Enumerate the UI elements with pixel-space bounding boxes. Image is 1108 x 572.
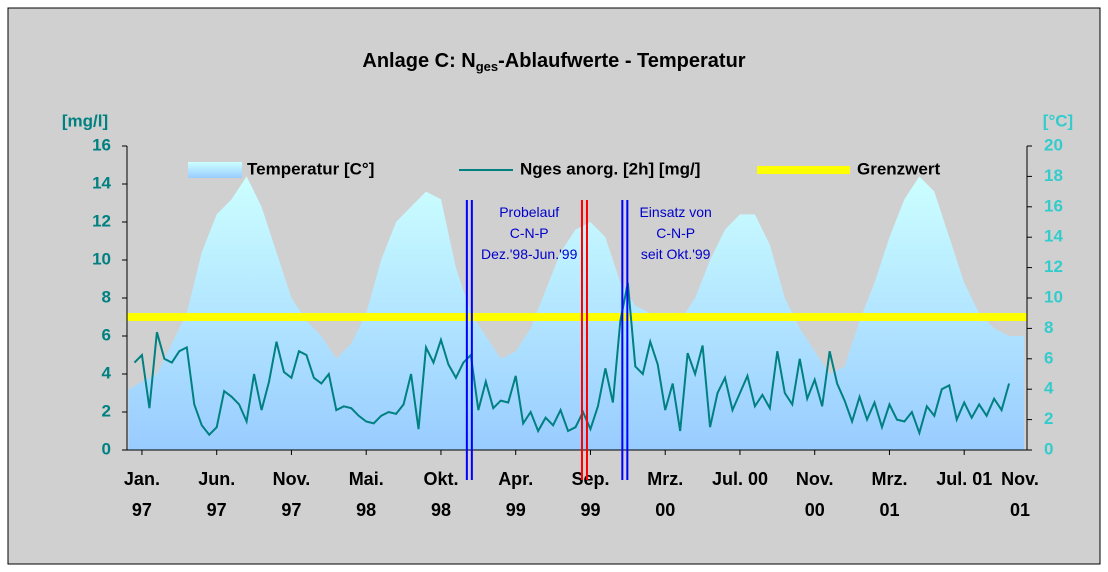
- x-tick-label: Apr. 99: [498, 469, 533, 520]
- y2-tick-label: 14: [1044, 227, 1063, 246]
- title-part: -Ablaufwerte - Temperatur: [498, 50, 746, 72]
- x-tick-label-line: 01: [1010, 500, 1030, 520]
- x-tick-label: Okt. 98: [423, 469, 458, 520]
- x-tick-label-line: Nov.: [1001, 469, 1039, 489]
- legend-label: Nges anorg. [2h] [mg/]: [520, 159, 700, 178]
- x-tick-label-line: 99: [506, 500, 526, 520]
- x-tick-label-line: Jul. 00: [712, 469, 768, 489]
- x-tick-label-line: Mrz.: [647, 469, 683, 489]
- x-tick-label-line: Jan.: [124, 469, 160, 489]
- annotation-line: seit Okt.'99: [641, 246, 711, 262]
- annotation-line: Probelauf: [499, 204, 559, 220]
- y2-axis-label: [°C]: [1043, 111, 1073, 130]
- y2-tick-label: 0: [1044, 439, 1053, 458]
- y-tick-label: 2: [102, 401, 111, 420]
- x-tick-label: Nov. 01: [1001, 469, 1039, 520]
- x-tick-label: Nov. 97: [273, 469, 311, 520]
- x-tick-label-line: 98: [431, 500, 451, 520]
- title-sub: ges: [476, 59, 498, 74]
- annotation: Probelauf C-N-P Dez.'98-Jun.'99: [481, 204, 578, 262]
- x-tick-label: Jul. 01: [936, 469, 992, 489]
- x-tick-label-line: 00: [805, 500, 825, 520]
- x-tick-label: Mrz. 01: [871, 469, 907, 520]
- y-tick-label: 8: [102, 287, 111, 306]
- annotation-line: Dez.'98-Jun.'99: [481, 246, 578, 262]
- x-tick-label-line: Sep.: [571, 469, 609, 489]
- x-tick-label: Jan. 97: [124, 469, 160, 520]
- x-tick-label-line: 99: [580, 500, 600, 520]
- x-tick-label: Mai. 98: [349, 469, 384, 520]
- legend-label: Temperatur [C°]: [247, 159, 374, 178]
- x-tick-label-line: Nov.: [796, 469, 834, 489]
- annotation-line: Einsatz von: [639, 204, 711, 220]
- x-tick-label-line: 97: [132, 500, 152, 520]
- y-tick-label: 0: [102, 439, 111, 458]
- y-tick-label: 14: [92, 173, 111, 192]
- x-tick-label: Mrz. 00: [647, 469, 683, 520]
- y-axis-label: [mg/l]: [62, 111, 108, 130]
- x-tick-label-line: Nov.: [273, 469, 311, 489]
- nges-line: [133, 282, 1011, 437]
- y2-tick-label: 8: [1044, 318, 1053, 337]
- x-tick-label-line: 01: [879, 500, 899, 520]
- x-tick-label-line: 98: [356, 500, 376, 520]
- chart-title: Anlage C: Nges-Ablaufwerte - Temperatur: [362, 50, 745, 74]
- y2-tick-label: 16: [1044, 196, 1063, 215]
- x-tick-label-line: 00: [655, 500, 675, 520]
- y2-tick-label: 20: [1044, 135, 1063, 154]
- annotation: Einsatz von C-N-P seit Okt.'99: [639, 204, 711, 262]
- x-tick-label-line: Jun.: [198, 469, 235, 489]
- x-tick-label-line: Okt.: [423, 469, 458, 489]
- annotation-line: C-N-P: [656, 225, 695, 241]
- y-tick-label: 16: [92, 135, 111, 154]
- x-tick-label-line: Jul. 01: [936, 469, 992, 489]
- y-tick-label: 4: [102, 363, 112, 382]
- legend-swatch: [188, 162, 242, 178]
- y-tick-label: 6: [102, 325, 111, 344]
- x-tick-label-line: 97: [207, 500, 227, 520]
- y2-tick-label: 6: [1044, 348, 1053, 367]
- legend-label: Grenzwert: [857, 159, 940, 178]
- y2-tick-label: 4: [1044, 379, 1054, 398]
- x-tick-label-line: Apr.: [498, 469, 533, 489]
- y2-tick-label: 12: [1044, 257, 1063, 276]
- x-tick-label: Nov. 00: [796, 469, 834, 520]
- y2-tick-label: 18: [1044, 166, 1063, 185]
- y2-tick-label: 10: [1044, 287, 1063, 306]
- x-tick-label-line: Mrz.: [871, 469, 907, 489]
- y-tick-label: 12: [92, 211, 111, 230]
- y-tick-label: 10: [92, 249, 111, 268]
- x-tick-label: Jun. 97: [198, 469, 235, 520]
- y2-tick-label: 2: [1044, 409, 1053, 428]
- x-tick-label: Sep. 99: [571, 469, 609, 520]
- annotation-line: C-N-P: [510, 225, 549, 241]
- title-part: Anlage C: N: [362, 50, 475, 72]
- x-tick-label-line: Mai.: [349, 469, 384, 489]
- x-tick-label-line: 97: [281, 500, 301, 520]
- x-tick-label: Jul. 00: [712, 469, 768, 489]
